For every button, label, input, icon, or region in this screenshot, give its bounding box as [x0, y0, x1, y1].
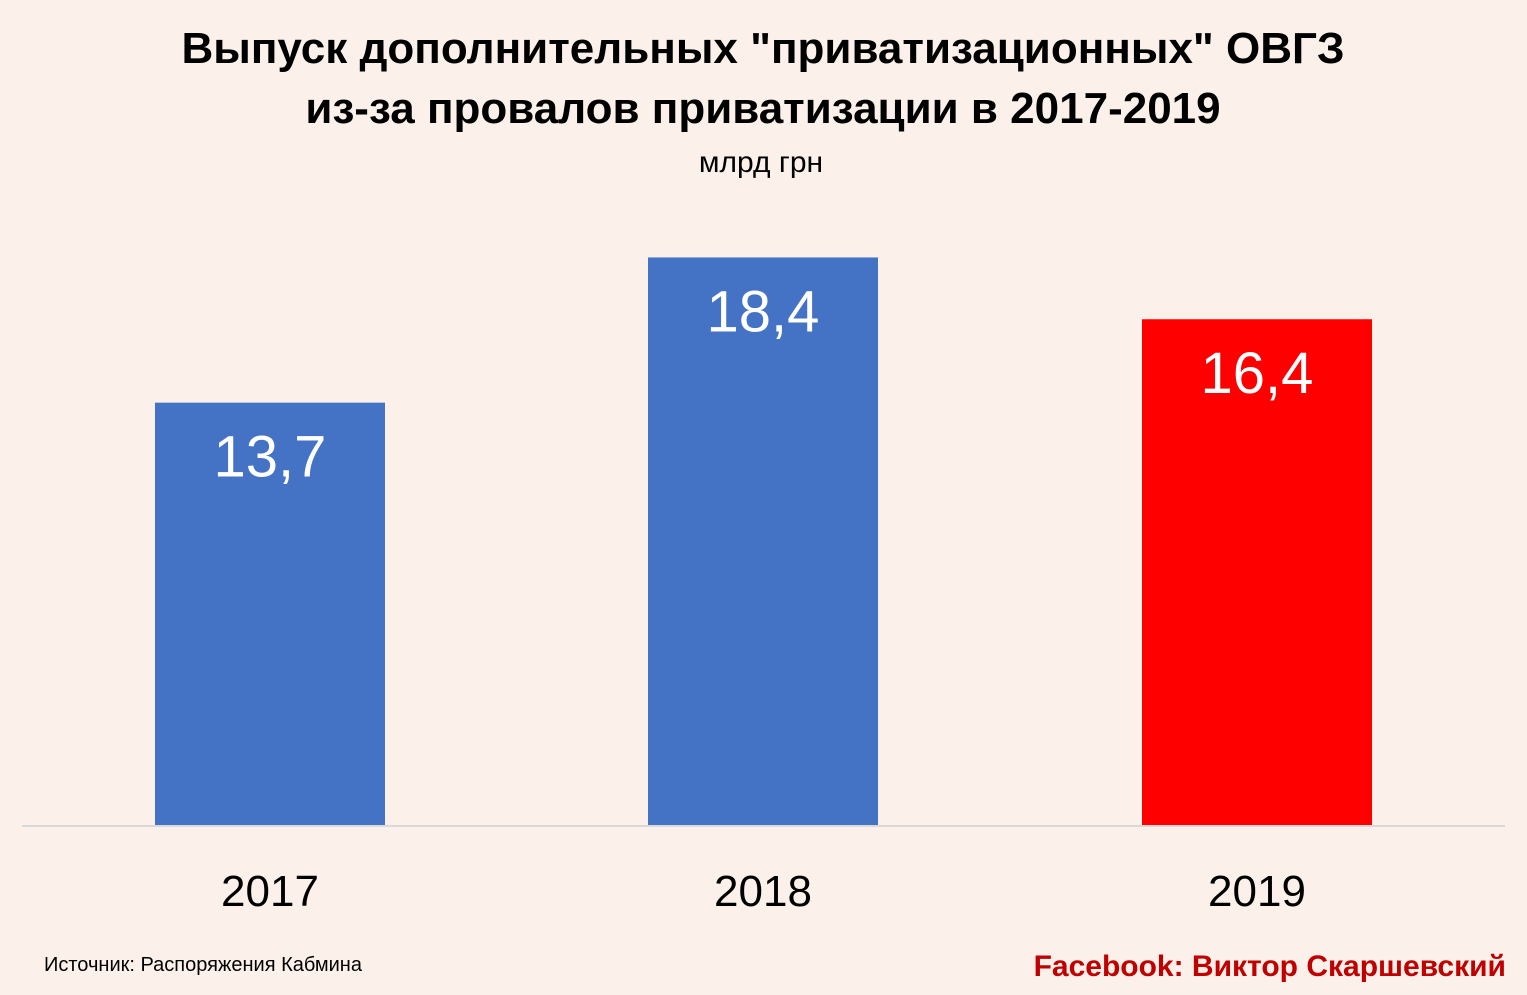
author-credit: Facebook: Виктор Скаршевский	[1034, 950, 1506, 983]
x-tick-label-2019: 2019	[1208, 867, 1306, 916]
chart-title-line-1: Выпуск дополнительных "приватизационных"…	[181, 24, 1344, 73]
x-tick-label-2018: 2018	[714, 867, 812, 916]
bars-group	[155, 257, 1372, 826]
chart-title-line-2: из-за провалов приватизации в 2017-2019	[305, 84, 1220, 133]
bar-2019	[1142, 319, 1372, 826]
data-label-2018: 18,4	[707, 279, 820, 344]
data-label-2019: 16,4	[1201, 341, 1314, 406]
x-tick-label-2017: 2017	[221, 867, 319, 916]
chart-subtitle-unit: млрд грн	[699, 146, 823, 179]
bar-2018	[648, 257, 878, 826]
data-label-2017: 13,7	[214, 425, 327, 490]
data-labels: 13,7 18,4 16,4	[214, 279, 1314, 489]
x-tick-labels: 2017 2018 2019	[221, 867, 1306, 916]
bar-2017	[155, 402, 385, 826]
source-note: Источник: Распоряжения Кабмина	[44, 954, 363, 976]
